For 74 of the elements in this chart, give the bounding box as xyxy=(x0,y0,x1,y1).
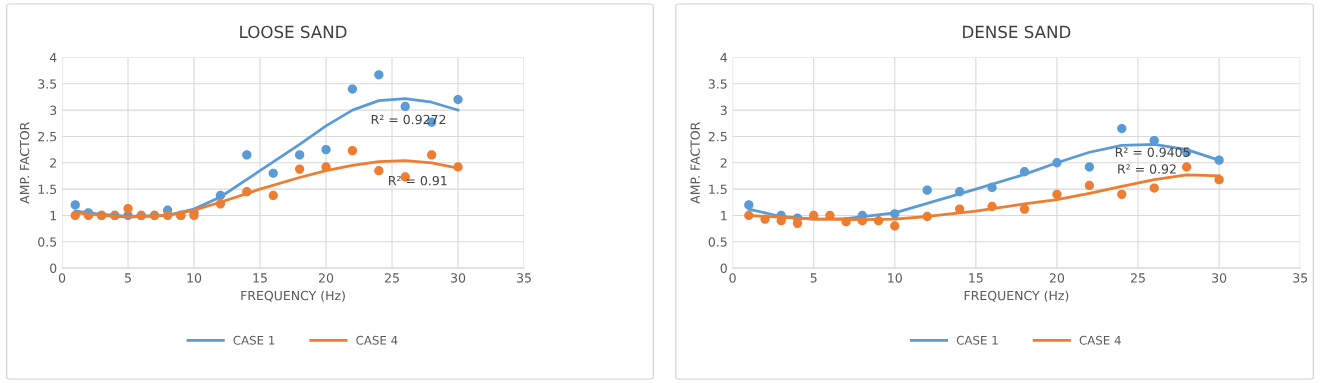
x-tick-label: 5 xyxy=(125,273,131,283)
annotation: R² = 0.91 xyxy=(389,175,447,186)
y-tick-label: 1 xyxy=(50,211,57,221)
point xyxy=(1052,189,1062,200)
x-tick-label: 15 xyxy=(253,273,267,283)
y-tick-label: 1 xyxy=(721,211,727,221)
y-tick-label: 3.5 xyxy=(38,79,57,89)
point xyxy=(242,150,252,160)
y-axis-title: AMP. FACTOR xyxy=(690,122,700,204)
point xyxy=(347,146,358,156)
point xyxy=(890,221,900,231)
x-tick-label: 0 xyxy=(729,273,736,283)
chart-title: LOOSE SAND xyxy=(240,25,347,39)
x-tick-label: 0 xyxy=(58,273,66,283)
y-tick-label: 3.5 xyxy=(708,79,727,89)
point xyxy=(1182,162,1192,172)
y-tick-label: 2 xyxy=(720,158,727,168)
x-tick-label: 5 xyxy=(810,273,817,283)
point xyxy=(347,84,358,94)
y-tick-label: 0.5 xyxy=(708,237,727,247)
legend-label: CASE 4 xyxy=(1079,335,1121,345)
point xyxy=(400,101,410,112)
x-axis-title: FREQUENCY (Hz) xyxy=(241,290,345,302)
point xyxy=(374,166,384,176)
chart-title: DENSE SAND xyxy=(963,25,1071,39)
y-tick-label: 0.5 xyxy=(38,237,57,247)
point xyxy=(374,70,384,80)
x-tick-label: 30 xyxy=(1212,273,1227,283)
legend-label: CASE 1 xyxy=(233,335,275,345)
x-axis-title: FREQUENCY (Hz) xyxy=(964,290,1069,302)
point xyxy=(792,218,803,228)
x-tick-label: 35 xyxy=(517,273,531,283)
x-tick-label: 30 xyxy=(451,273,466,283)
point xyxy=(744,200,754,210)
x-tick-label: 25 xyxy=(1130,273,1145,283)
point xyxy=(922,185,932,195)
point xyxy=(426,150,437,160)
point xyxy=(321,144,331,155)
y-tick-label: 4 xyxy=(49,53,57,63)
point xyxy=(1019,204,1030,214)
annotation: R² = 0.92 xyxy=(1118,164,1176,174)
y-axis-title: AMP. FACTOR xyxy=(19,122,30,204)
point xyxy=(1117,189,1127,200)
point xyxy=(1149,183,1159,193)
y-tick-label: 2.5 xyxy=(38,131,57,142)
y-tick-label: 4 xyxy=(720,53,728,63)
x-tick-label: 25 xyxy=(385,273,399,283)
point xyxy=(1084,162,1095,172)
y-tick-label: 0 xyxy=(720,263,727,274)
y-tick-label: 2 xyxy=(50,158,56,168)
annotation: R² = 0.9272 xyxy=(371,114,446,125)
x-tick-label: 15 xyxy=(969,273,983,283)
y-tick-label: 3 xyxy=(720,105,727,116)
point xyxy=(453,94,463,105)
y-tick-label: 1.5 xyxy=(38,184,57,195)
x-tick-label: 35 xyxy=(1293,273,1308,283)
point xyxy=(268,190,278,201)
y-tick-label: 0 xyxy=(50,263,57,274)
x-tick-label: 20 xyxy=(319,273,334,283)
point xyxy=(268,168,278,178)
point xyxy=(294,164,305,174)
x-tick-label: 20 xyxy=(1049,273,1065,283)
y-tick-label: 3 xyxy=(50,105,57,116)
legend-label: CASE 4 xyxy=(356,335,398,345)
y-tick-label: 1.5 xyxy=(709,184,727,195)
point xyxy=(1084,180,1095,191)
point xyxy=(1117,123,1127,134)
x-tick-label: 10 xyxy=(888,273,902,283)
legend-label: CASE 1 xyxy=(956,335,998,345)
x-tick-label: 10 xyxy=(187,273,202,283)
point xyxy=(70,200,80,210)
point xyxy=(294,150,305,160)
y-tick-label: 2.5 xyxy=(708,131,727,142)
point xyxy=(123,203,133,214)
